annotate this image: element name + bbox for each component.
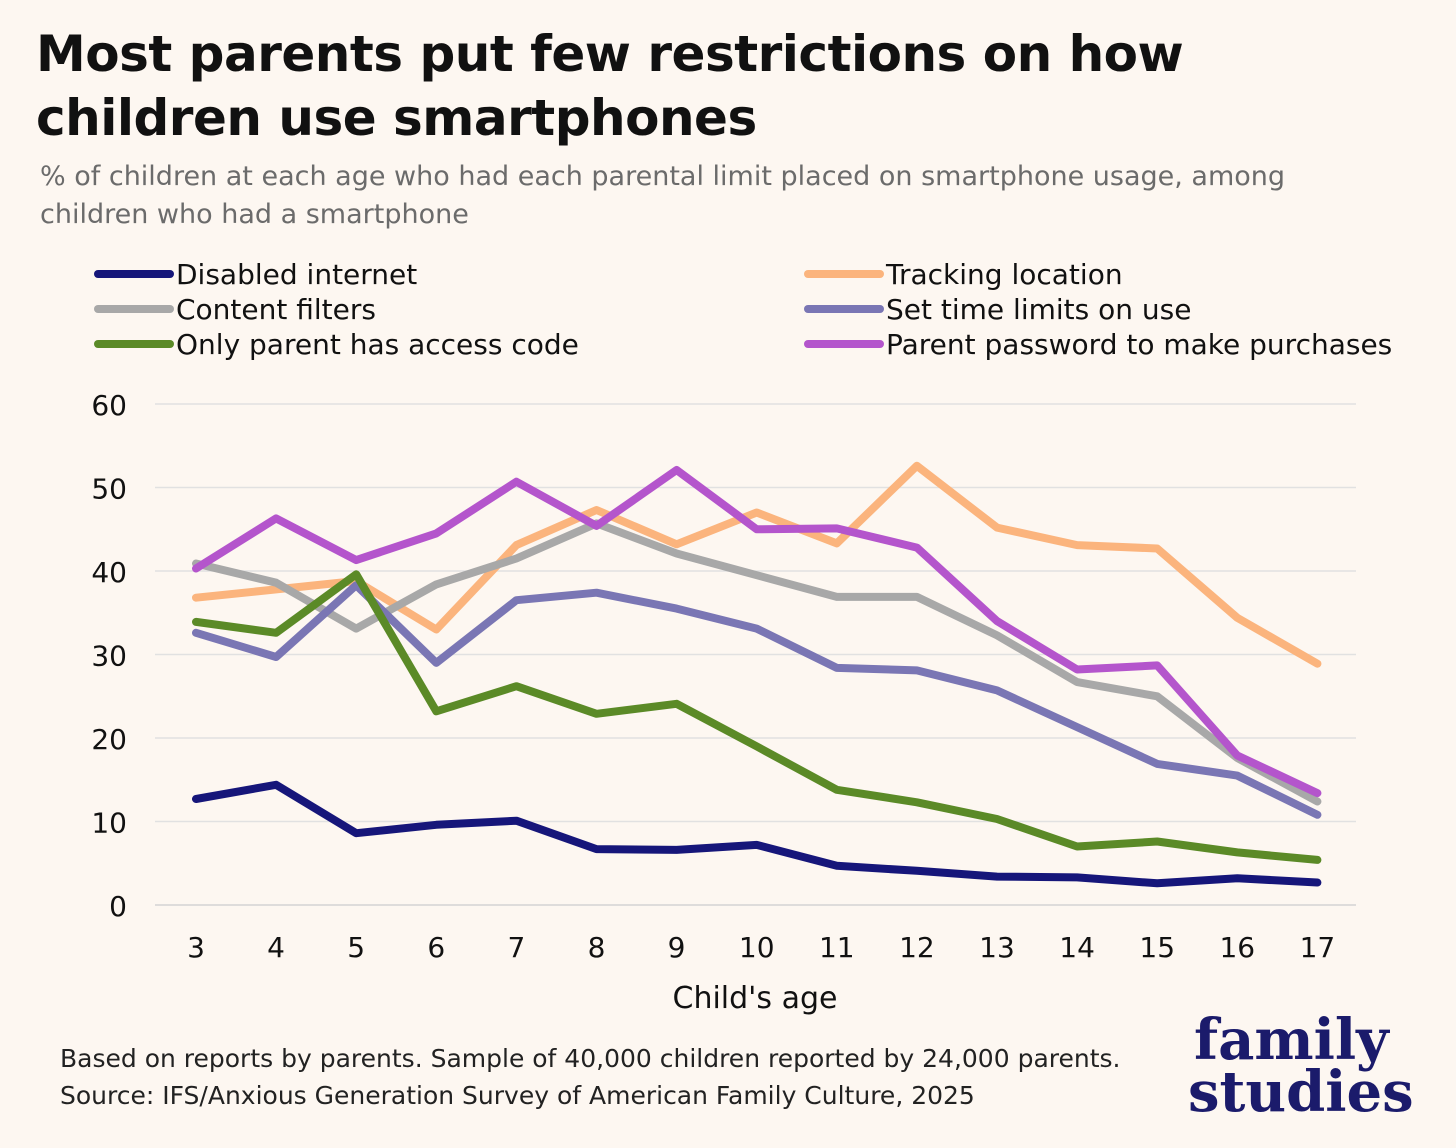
series-line-parent-password-to-make-purchases	[192, 466, 1322, 798]
x-tick-label: 5	[347, 931, 365, 964]
logo-line-2: studies	[1188, 1059, 1414, 1125]
legend-label: Set time limits on use	[886, 293, 1191, 326]
series-line-only-parent-has-access-code	[192, 570, 1322, 864]
family-studies-logo: family studies	[1188, 1007, 1438, 1125]
series-line-disabled-internet	[192, 780, 1322, 888]
chart-series	[192, 461, 1322, 888]
footer-note: Based on reports by parents. Sample of 4…	[60, 1044, 1121, 1073]
x-axis: 3 4 5 6 7 8 9 10 11 12 13 14 15 16 17	[187, 931, 1335, 964]
chart-footer: Based on reports by parents. Sample of 4…	[60, 1040, 1180, 1114]
y-tick-label: 10	[91, 807, 127, 840]
x-tick-label: 16	[1219, 931, 1255, 964]
x-tick-label: 15	[1139, 931, 1175, 964]
y-tick-label: 0	[109, 890, 127, 923]
legend-label: Only parent has access code	[176, 328, 579, 361]
x-tick-label: 11	[819, 931, 855, 964]
x-tick-label: 8	[588, 931, 606, 964]
y-tick-label: 60	[91, 389, 127, 422]
footer-source: Source: IFS/Anxious Generation Survey of…	[60, 1081, 975, 1110]
x-tick-label: 4	[267, 931, 285, 964]
logo-line-1: family	[1194, 1007, 1389, 1073]
legend-label: Content filters	[176, 293, 376, 326]
y-tick-label: 20	[91, 723, 127, 756]
x-tick-label: 14	[1059, 931, 1095, 964]
x-tick-label: 3	[187, 931, 205, 964]
chart-title: Most parents put few restrictions on how…	[36, 25, 1184, 147]
y-tick-label: 50	[91, 473, 127, 506]
x-tick-label: 7	[507, 931, 525, 964]
y-tick-label: 40	[91, 556, 127, 589]
chart-gridlines	[155, 403, 1356, 906]
x-tick-label: 6	[427, 931, 445, 964]
y-tick-label: 30	[91, 640, 127, 673]
series-line-set-time-limits-on-use	[192, 581, 1322, 819]
chart-subtitle: % of children at each age who had each p…	[40, 161, 1286, 230]
y-axis: 0 10 20 30 40 50 60	[91, 389, 127, 923]
legend-label: Parent password to make purchases	[886, 328, 1392, 361]
x-tick-label: 12	[899, 931, 935, 964]
chart-legend: Disabled internet Tracking location Conten…	[94, 258, 1392, 361]
x-tick-label: 17	[1300, 931, 1336, 964]
x-axis-label: Child's age	[673, 981, 838, 1016]
legend-label: Tracking location	[885, 258, 1123, 291]
series-line-tracking-location	[192, 461, 1322, 668]
x-tick-label: 13	[979, 931, 1015, 964]
legend-label: Disabled internet	[176, 258, 417, 291]
x-tick-label: 9	[668, 931, 686, 964]
x-tick-label: 10	[739, 931, 775, 964]
